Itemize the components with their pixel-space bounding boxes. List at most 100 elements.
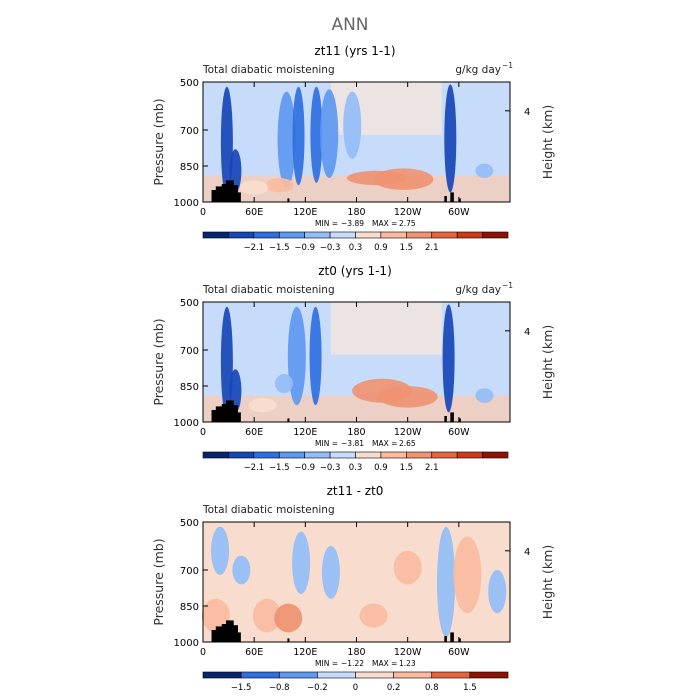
colorbar-label: 0.2: [387, 683, 401, 693]
colorbar-label: 1.5: [400, 243, 414, 253]
colorbar-box: [253, 231, 280, 239]
colorbar-label: −1.5: [269, 463, 290, 473]
colorbar-label: 0.3: [349, 243, 363, 253]
colorbar-box: [456, 451, 483, 459]
colorbar-box: [253, 451, 280, 459]
x-tick-label: 60W: [448, 427, 470, 438]
y-axis-title: Pressure (mb): [151, 98, 166, 185]
right-tick-label: 4: [524, 107, 530, 118]
panel-title: zt11 - zt0: [327, 484, 384, 498]
y-tick-label: 500: [180, 298, 199, 309]
land-mask: [211, 630, 219, 642]
field-feature: [309, 306, 322, 406]
y-tick-label: 500: [180, 78, 199, 89]
x-tick-label: 120E: [293, 427, 317, 438]
colorbar-box: [240, 671, 280, 679]
right-tick-label: 4: [524, 327, 530, 338]
x-tick-label: 120E: [293, 647, 317, 658]
field-feature: [320, 89, 339, 178]
colorbar-box: [482, 451, 509, 459]
stat-min-label: MIN =: [315, 659, 338, 668]
right-tick-label: 4: [524, 547, 530, 558]
colorbar-box: [393, 671, 433, 679]
units-label: g/kg day: [455, 64, 501, 76]
colorbar-box: [380, 231, 407, 239]
panel-title: zt11 (yrs 1-1): [314, 44, 395, 58]
land-mask: [444, 416, 447, 422]
colorbar-label: −1.5: [231, 683, 252, 693]
colorbar-box: [278, 231, 305, 239]
x-tick-label: 120W: [394, 427, 422, 438]
land-mask: [458, 198, 461, 202]
colorbar-label: −0.8: [269, 683, 290, 693]
y-tick-label: 700: [180, 126, 199, 137]
field-feature: [292, 531, 311, 594]
y-tick-label: 700: [180, 566, 199, 577]
field-feature: [453, 536, 482, 614]
field-feature: [277, 91, 296, 188]
colorbar-box: [469, 671, 509, 679]
land-mask: [458, 418, 461, 422]
x-tick-label: 60W: [448, 207, 470, 218]
land-mask: [450, 632, 454, 642]
colorbar-label: 0.9: [374, 463, 388, 473]
main-title: ANN: [331, 15, 368, 35]
x-tick-label: 60E: [245, 207, 263, 218]
y-tick-label: 500: [180, 518, 199, 529]
units-exponent: −1: [502, 61, 513, 70]
stat-min-value: −3.81: [341, 439, 364, 448]
colorbar-label: −0.9: [294, 463, 315, 473]
colorbar-box: [431, 671, 471, 679]
field-feature: [211, 526, 230, 575]
x-tick-label: 0: [200, 647, 206, 658]
stat-min-value: −3.89: [341, 219, 364, 228]
y-axis-right-title: Height (km): [540, 325, 555, 399]
colorbar-box: [202, 671, 242, 679]
units-exponent: −1: [502, 281, 513, 290]
land-mask: [450, 192, 454, 202]
x-tick-label: 60E: [245, 647, 263, 658]
colorbar-box: [278, 451, 305, 459]
x-tick-label: 0: [200, 207, 206, 218]
stat-max-value: 1.23: [399, 659, 416, 668]
stat-max-label: MAX =: [372, 659, 397, 668]
land-mask: [450, 412, 454, 422]
field-feature: [252, 598, 281, 633]
field-feature: [377, 386, 438, 408]
field-feature: [275, 374, 294, 394]
colorbar-box: [431, 451, 458, 459]
colorbar-label: −0.3: [320, 463, 341, 473]
x-tick-label: 120W: [394, 207, 422, 218]
stat-max-label: MAX =: [372, 439, 397, 448]
field-feature: [274, 603, 303, 633]
land-mask: [226, 180, 234, 202]
colorbar-box: [304, 451, 331, 459]
x-tick-label: 60W: [448, 647, 470, 658]
land-mask: [215, 186, 223, 202]
y-axis-right-title: Height (km): [540, 105, 555, 179]
colorbar-box: [355, 231, 382, 239]
land-mask: [215, 406, 223, 422]
y-tick-label: 850: [180, 162, 199, 173]
field-feature: [475, 163, 494, 178]
colorbar-label: −2.1: [244, 463, 265, 473]
colorbar-label: 1.5: [400, 463, 414, 473]
stat-max-label: MAX =: [372, 219, 397, 228]
colorbar-label: 0.8: [425, 683, 439, 693]
y-tick-label: 1000: [174, 638, 199, 649]
colorbar-label: 2.1: [425, 243, 439, 253]
land-mask: [233, 412, 241, 422]
field-feature: [373, 168, 434, 190]
field-feature: [248, 398, 277, 413]
land-mask: [221, 404, 229, 422]
y-tick-label: 850: [180, 382, 199, 393]
colorbar-box: [202, 451, 229, 459]
stat-min-value: −1.22: [341, 659, 364, 668]
panel-title: zt0 (yrs 1-1): [318, 264, 392, 278]
colorbar-label: 2.1: [425, 463, 439, 473]
x-tick-label: 120E: [293, 207, 317, 218]
field-feature: [292, 86, 305, 186]
y-axis-title: Pressure (mb): [151, 318, 166, 405]
units-label: g/kg day: [455, 284, 501, 296]
colorbar-box: [304, 231, 331, 239]
